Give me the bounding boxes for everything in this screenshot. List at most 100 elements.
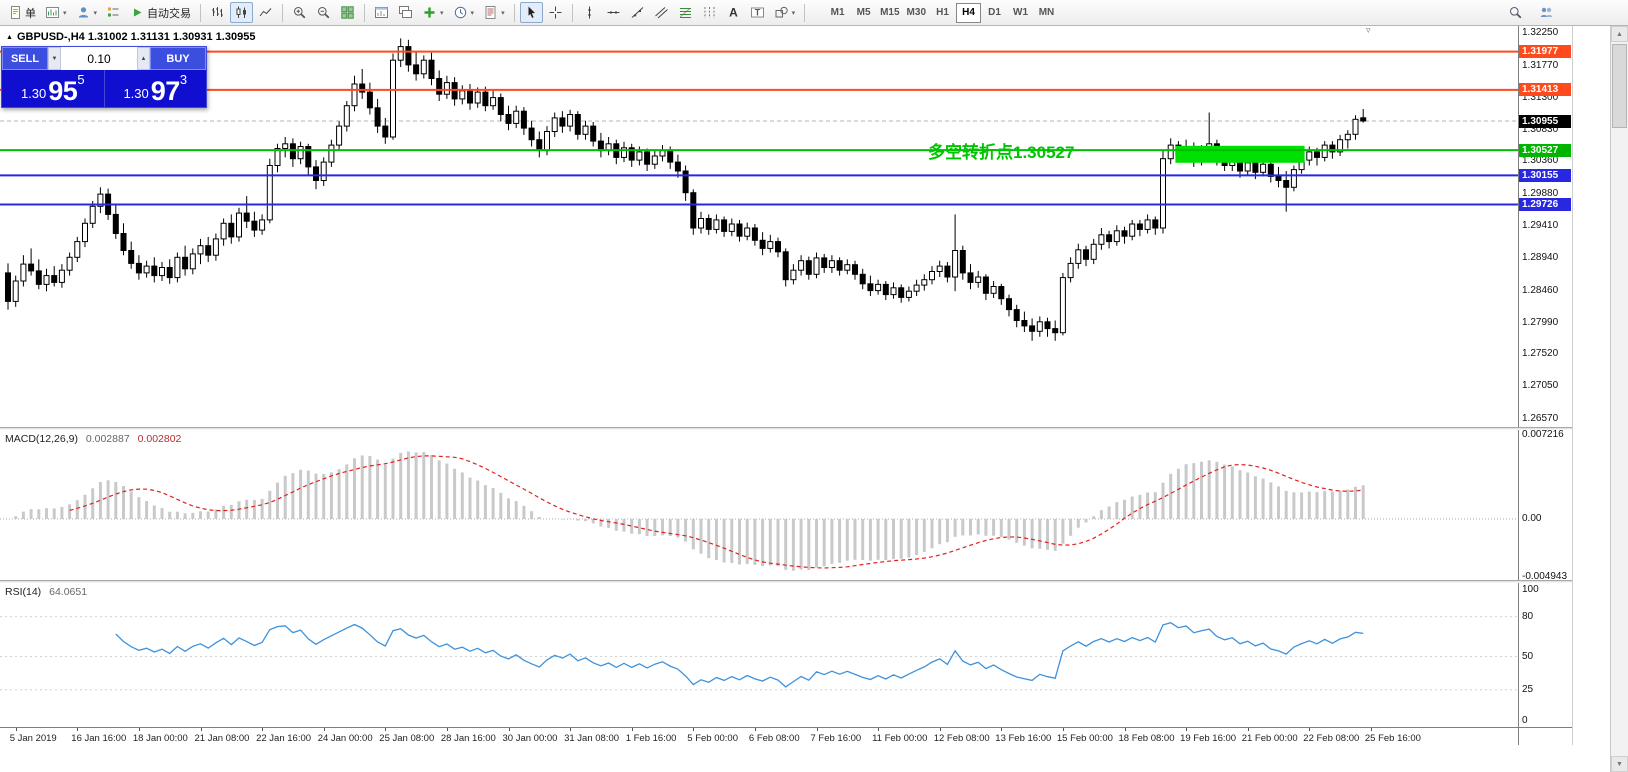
new-order-button[interactable]: 单 <box>4 2 40 23</box>
text-button[interactable]: A <box>722 2 745 23</box>
right-gutter <box>1572 26 1610 772</box>
pivot-zone-rectangle[interactable] <box>1175 145 1305 163</box>
dropdown-arrow-icon[interactable]: ▾ <box>470 9 475 17</box>
candlestick-chart-button[interactable] <box>230 2 254 23</box>
time-label: 24 Jan 00:00 <box>317 733 373 744</box>
timeframe-d1-button[interactable]: D1 <box>988 7 1001 18</box>
rsi-title: RSI(14) <box>5 586 42 598</box>
price-axis-label: 1.31770 <box>1522 59 1559 71</box>
time-axis[interactable]: 5 Jan 2019 16 Jan 16:00 18 Jan 00:00 21 Jan… <box>0 727 1518 745</box>
price-badge: 1.30955 <box>1519 114 1571 128</box>
lot-value[interactable]: 0.10 <box>87 51 111 66</box>
lot-increase-button[interactable]: ▲ <box>137 47 150 70</box>
crosshair-button[interactable] <box>544 2 567 23</box>
candlestick-series <box>5 38 1367 341</box>
dropdown-arrow-icon[interactable]: ▾ <box>63 9 67 17</box>
macd-value-signal: 0.002802 <box>137 433 182 445</box>
bar-chart-button[interactable] <box>206 2 229 23</box>
time-tick <box>15 728 17 731</box>
arrange-windows-button[interactable] <box>370 2 393 23</box>
market-watch-button[interactable] <box>102 2 125 23</box>
scrollbar-thumb[interactable] <box>1612 44 1627 128</box>
toolbar-separator <box>200 3 202 22</box>
time-label: 30 Jan 00:00 <box>502 733 558 744</box>
community-button[interactable] <box>1535 2 1558 23</box>
price-axis-label: 1.27990 <box>1522 316 1559 328</box>
vertical-line-button[interactable] <box>578 2 601 23</box>
cascade-windows-button[interactable] <box>394 2 417 23</box>
text-label-button[interactable]: T <box>746 2 769 23</box>
market-watch-icon <box>106 5 121 20</box>
panel-divider[interactable] <box>0 427 1572 430</box>
timeframe-m30-button[interactable]: M30 <box>906 7 926 18</box>
equidistant-channel-button[interactable] <box>650 2 673 23</box>
timeframe-mn-button[interactable]: MN <box>1038 7 1055 18</box>
buy-button[interactable]: BUY <box>150 47 206 70</box>
autotrading-button[interactable]: 自动交易 <box>126 2 195 23</box>
scroll-up-arrow[interactable]: ▲ <box>1611 26 1628 42</box>
macd-histogram <box>14 451 1365 571</box>
dropdown-arrow-icon[interactable]: ▾ <box>791 9 796 17</box>
time-tick <box>754 728 756 731</box>
timeframe-m15-button[interactable]: M15 <box>880 7 900 18</box>
zoom-out-button[interactable] <box>312 2 335 23</box>
candlestick-chart[interactable] <box>0 26 1518 427</box>
pivot-annotation-text[interactable]: 多空转折点1.30527 <box>928 143 1075 162</box>
cursor-icon <box>524 5 539 20</box>
trendline-button[interactable] <box>626 2 649 23</box>
price-axis-label: 1.30830 <box>1522 123 1559 135</box>
arrows-button[interactable]: ▾ <box>770 2 800 23</box>
tile-windows-button[interactable] <box>336 2 359 23</box>
zoom-in-button[interactable] <box>288 2 311 23</box>
horizontal-line-button[interactable] <box>602 2 625 23</box>
panel-toggle-arrow-icon[interactable]: ▲ <box>6 33 13 41</box>
dropdown-arrow-icon[interactable]: ▾ <box>93 9 98 17</box>
macd-axis[interactable]: 0.007216 0.00 -0.004943 <box>1518 430 1572 580</box>
profiles-button[interactable]: ▾ <box>72 2 102 23</box>
window-b-icon <box>398 5 413 20</box>
trade-panel-prices: 1.30 95 5 1.30 97 3 <box>2 70 206 107</box>
cycle-lines-button[interactable] <box>698 2 721 23</box>
bottom-strip <box>0 745 1610 772</box>
cursor-button[interactable] <box>519 2 543 23</box>
lot-decrease-button[interactable]: ▼ <box>48 47 61 70</box>
templates-button[interactable]: ▾ <box>479 2 509 23</box>
timeframe-w1-button[interactable]: W1 <box>1013 7 1028 18</box>
price-axis[interactable]: 1.32250 1.31770 1.31300 1.30830 1.30360 1.298… <box>1518 26 1572 427</box>
rsi-axis[interactable]: 100 80 50 25 0 <box>1518 583 1572 727</box>
timeframe-h4-button[interactable]: H4 <box>956 2 981 23</box>
macd-panel[interactable]: MACD(12,26,9) 0.002887 0.002802 <box>0 430 1518 580</box>
vertical-scrollbar[interactable]: ▲ ▼ <box>1610 26 1628 772</box>
scroll-down-arrow[interactable]: ▼ <box>1611 756 1628 772</box>
time-tick <box>631 728 633 731</box>
new-chart-button[interactable]: ▾ <box>41 2 71 23</box>
search-button[interactable] <box>1504 2 1527 23</box>
price-axis-label: 1.29880 <box>1522 188 1559 200</box>
svg-text:A: A <box>729 6 738 20</box>
indicators-button[interactable]: ▾ <box>418 2 448 23</box>
svg-text:T: T <box>754 7 760 17</box>
panel-divider[interactable] <box>0 580 1572 583</box>
toolbar: 单 ▾ ▾ 自动交易 ▾ ▾ ▾ A T ▾ M1 M5 M15 M30 H1 H4 D1 W1 MN <box>0 0 1628 26</box>
time-label: 18 Jan 00:00 <box>132 733 188 744</box>
fibonacci-button[interactable] <box>674 2 697 23</box>
time-label: 13 Feb 16:00 <box>995 733 1052 744</box>
sell-button[interactable]: SELL <box>2 47 48 70</box>
ask-price[interactable]: 1.30 97 3 <box>103 70 207 107</box>
fibonacci-icon <box>678 5 693 20</box>
line-chart-button[interactable] <box>254 2 277 23</box>
dropdown-arrow-icon[interactable]: ▾ <box>440 9 444 17</box>
periods-button[interactable]: ▾ <box>449 2 479 23</box>
timeframe-h1-button[interactable]: H1 <box>936 7 949 18</box>
dropdown-arrow-icon[interactable]: ▾ <box>501 9 505 17</box>
price-chart-panel[interactable]: ▲ GBPUSD-,H4 1.31002 1.31131 1.30931 1.3… <box>0 26 1518 427</box>
timeframe-m5-button[interactable]: M5 <box>856 7 871 18</box>
timeframe-m1-button[interactable]: M1 <box>830 7 845 18</box>
bid-price[interactable]: 1.30 95 5 <box>2 70 104 107</box>
time-tick <box>200 728 202 731</box>
rsi-axis-label: 50 <box>1522 650 1534 662</box>
rsi-panel[interactable]: RSI(14) 64.0651 <box>0 583 1518 727</box>
time-label: 12 Feb 08:00 <box>933 733 990 744</box>
shapes-icon <box>774 5 789 20</box>
chart-shift-marker-icon[interactable]: ▿ <box>1366 26 1371 35</box>
